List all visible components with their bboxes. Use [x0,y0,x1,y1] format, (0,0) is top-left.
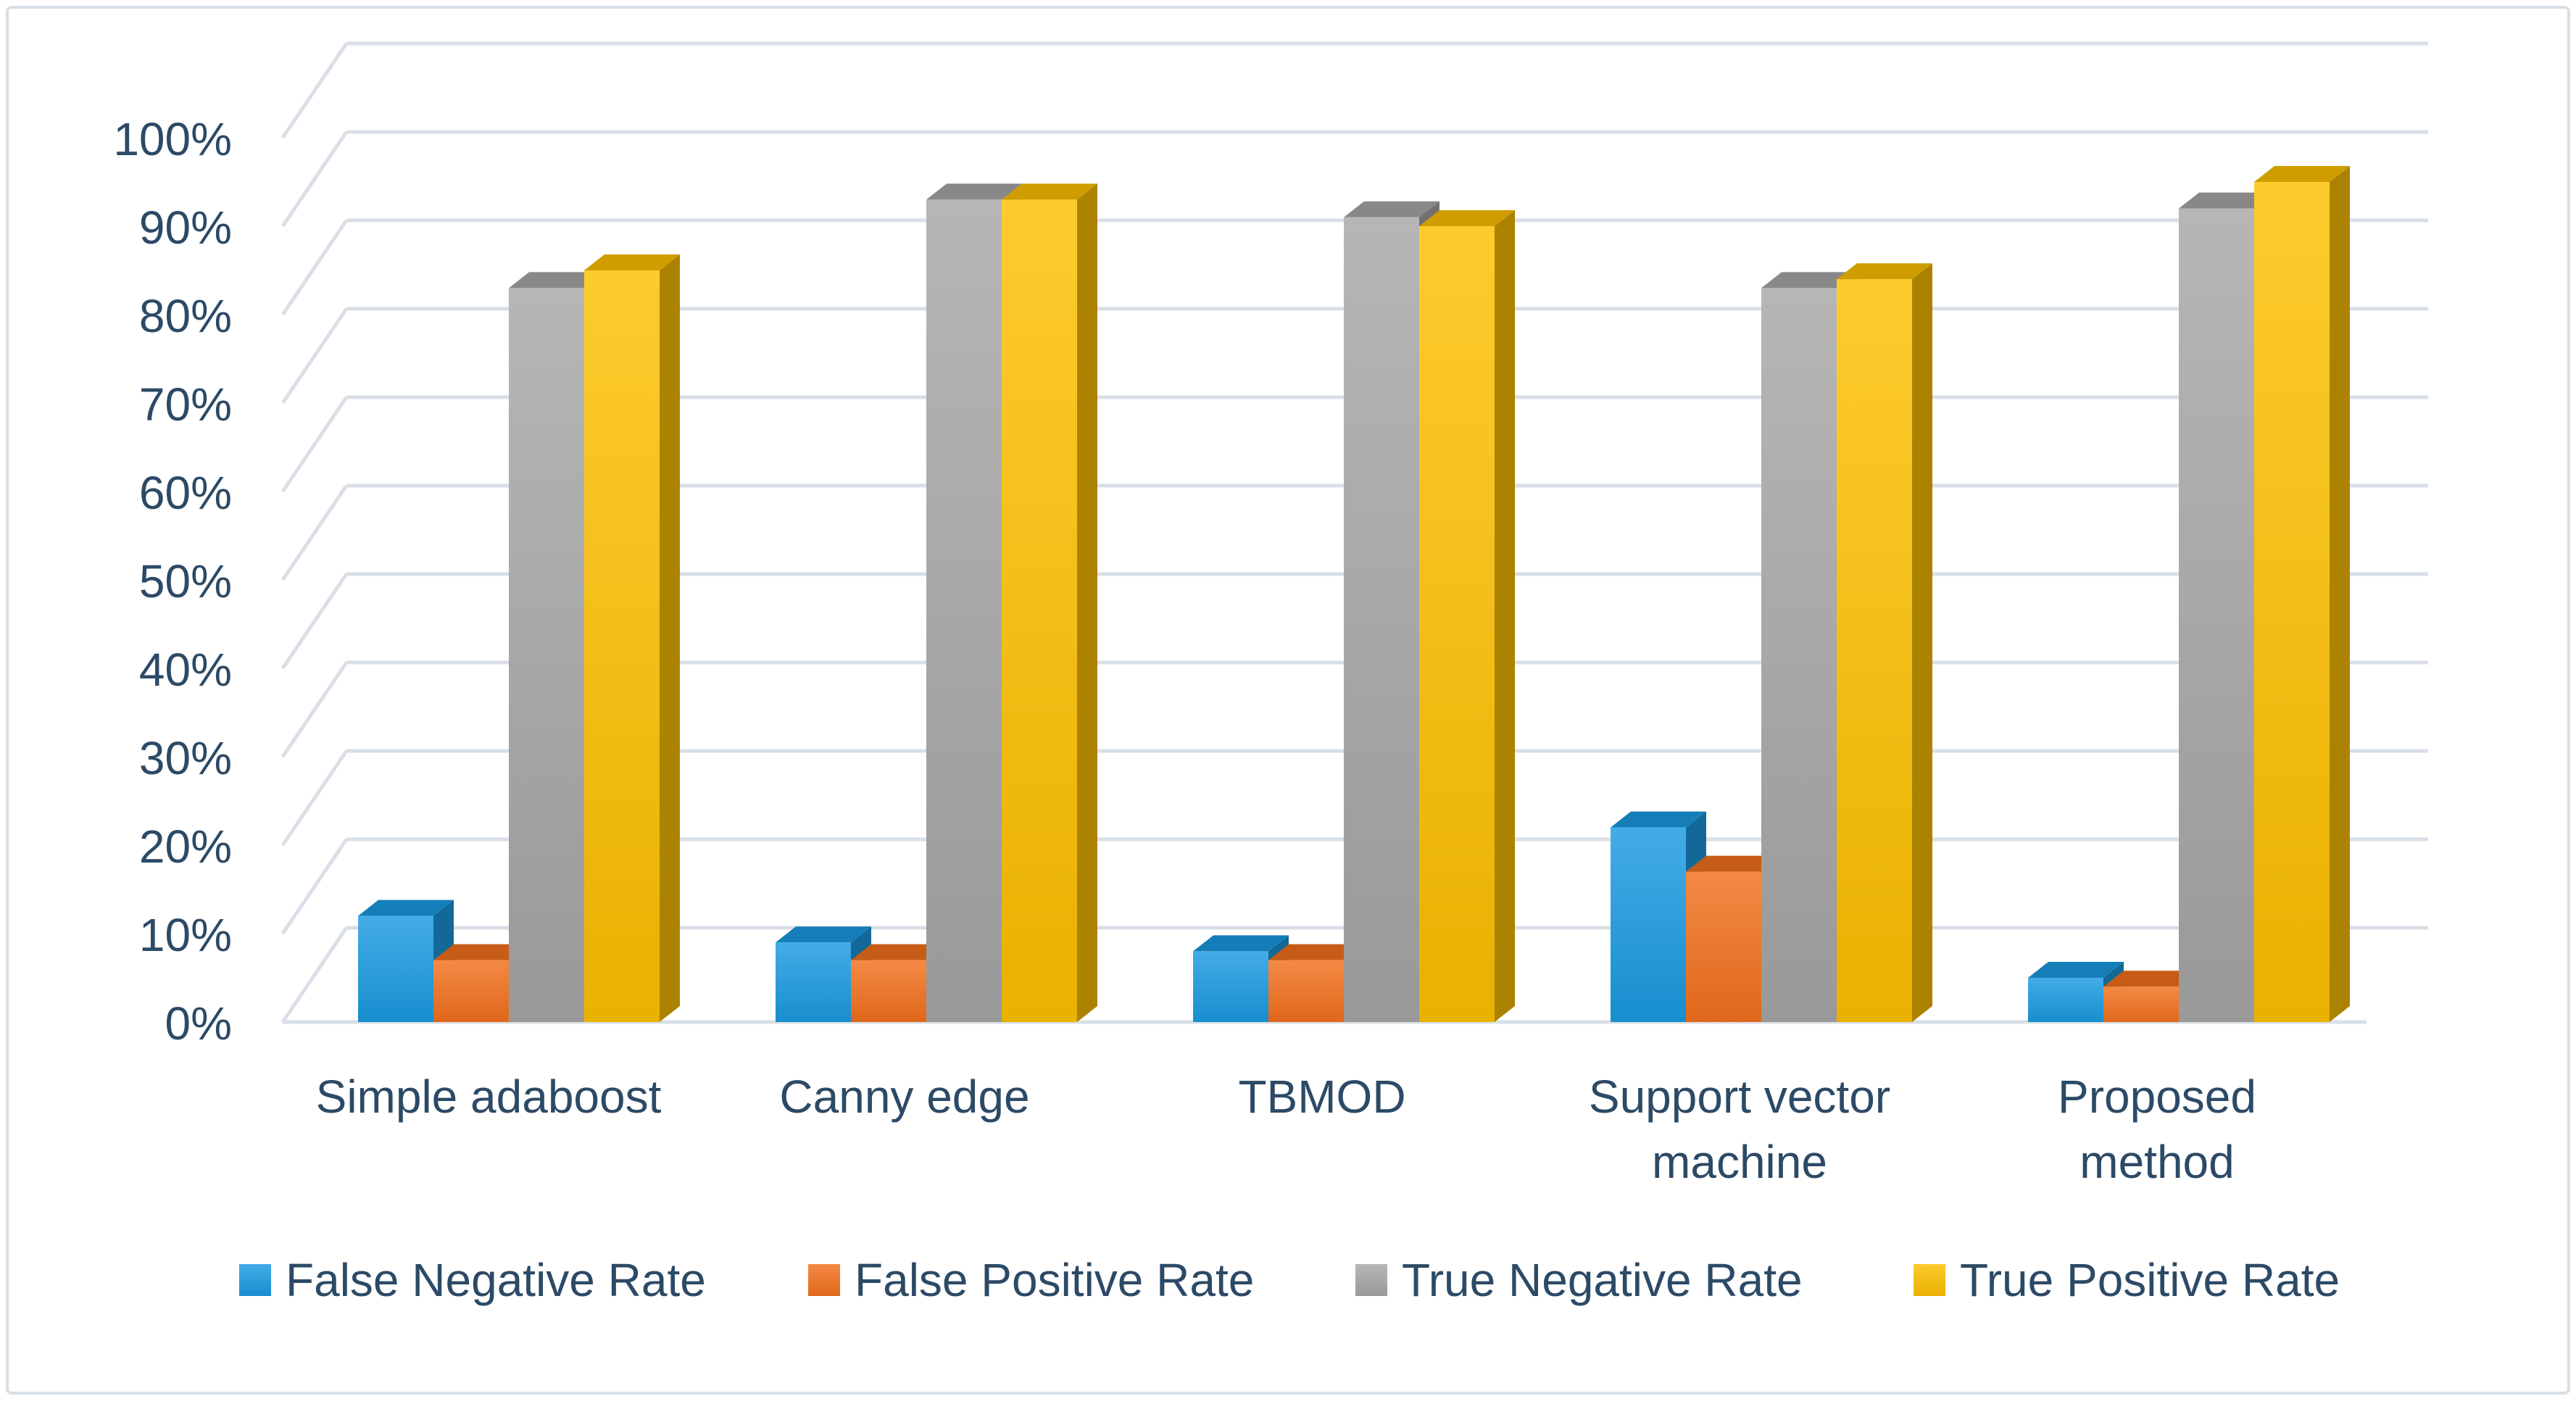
gridline-side [281,307,349,404]
gridline-side [281,219,349,316]
y-tick-label: 80% [139,290,232,342]
bar-side [1077,183,1097,1022]
x-category-label: Proposed [2058,1071,2256,1123]
gridline-side [281,396,349,493]
bar-front [2254,182,2330,1022]
bar [1837,263,1932,1023]
bar-top [776,926,871,943]
bar-top [1344,201,1439,217]
bar [1002,183,1097,1022]
bar-side [660,254,680,1022]
bar-top [1837,263,1932,280]
legend-swatch [239,1264,271,1296]
x-axis-categories: Simple adaboost Canny edge TBMOD Support ve… [316,1071,2256,1188]
y-tick-label: 20% [139,821,232,873]
bar [584,254,680,1022]
bar-front [1761,288,1837,1022]
legend-item: True Positive Rate [1914,1254,2340,1306]
y-tick-label: 90% [139,202,232,254]
bar-front [1002,199,1077,1022]
bar-front [1344,217,1419,1022]
y-tick-label: 30% [139,732,232,784]
bar-front [851,960,926,1022]
bar-top [1268,944,1364,960]
bar-top [2179,192,2274,209]
bar-top [1686,855,1782,872]
x-category-label: machine [1652,1136,1827,1188]
bars [358,166,2350,1023]
bar-top [584,254,680,270]
bar-side [2330,166,2350,1022]
bar-front [1193,951,1268,1022]
legend-item: False Negative Rate [239,1254,706,1306]
bar-front [1837,279,1912,1023]
gridline-side [281,926,349,1023]
legend-label: True Negative Rate [1402,1254,1803,1306]
bar-side [1495,210,1515,1022]
bar-front [2103,986,2179,1022]
bar-front [1268,960,1344,1022]
bar-front [2028,978,2103,1022]
bar-top [2254,166,2350,182]
bar-top [433,944,529,960]
x-category-label: Canny edge [779,1071,1029,1123]
y-tick-label: 0% [165,997,233,1050]
gridline-side [281,484,349,581]
bar [1419,210,1515,1022]
legend-item: True Negative Rate [1355,1254,1803,1306]
y-tick-label: 50% [139,555,232,607]
y-axis-ticks: 0% 10% 20% 30% 40% 50% 60% 70% 80% 90% 100% [113,113,232,1050]
bar-front [926,199,1002,1022]
bar-top [851,944,947,960]
bar-top [2103,971,2199,987]
legend-swatch [808,1264,840,1296]
legend-swatch [1355,1264,1387,1296]
bar-top [926,183,1022,200]
x-category-label: Support vector [1589,1071,1890,1123]
gridline-side [281,838,349,935]
legend-label: False Positive Rate [855,1254,1254,1306]
bar-top [1611,811,1706,828]
x-category-label: method [2080,1136,2234,1188]
bar-front [584,270,660,1022]
gridline-side [281,130,349,228]
bar-top [1193,935,1289,952]
bar-top [509,272,604,288]
bar-front [2179,208,2254,1023]
x-category-label: TBMOD [1238,1071,1405,1123]
bar-front [358,915,433,1022]
bar [776,926,871,1022]
y-tick-label: 60% [139,467,232,519]
legend-item: False Positive Rate [808,1254,1254,1306]
gridline-side [281,42,349,139]
legend-swatch [1914,1264,1945,1296]
gridline-side [281,749,349,847]
bar-front [1686,871,1761,1022]
bar-top [358,900,454,916]
bar-front [776,942,851,1022]
bar-front [1419,226,1495,1022]
y-tick-label: 10% [139,909,232,961]
bar-front [509,288,584,1022]
bar-top [1002,183,1097,200]
bar-top [1761,272,1857,288]
bar [2254,166,2350,1022]
bar-top [1419,210,1515,226]
y-tick-label: 70% [139,378,232,431]
bar-top [2028,962,2124,978]
bar [1611,811,1706,1022]
bar-front [433,960,509,1022]
legend-label: False Negative Rate [286,1254,706,1306]
x-category-label: Simple adaboost [316,1071,662,1123]
y-tick-label: 40% [139,644,232,696]
y-tick-label: 100% [113,113,232,165]
gridline-side [281,573,349,670]
legend: False Negative Rate False Positive Rate Tr… [239,1254,2340,1306]
bar-front [1611,827,1686,1022]
bar-side [1912,263,1932,1023]
legend-label: True Positive Rate [1960,1254,2340,1306]
gridline-side [281,661,349,758]
